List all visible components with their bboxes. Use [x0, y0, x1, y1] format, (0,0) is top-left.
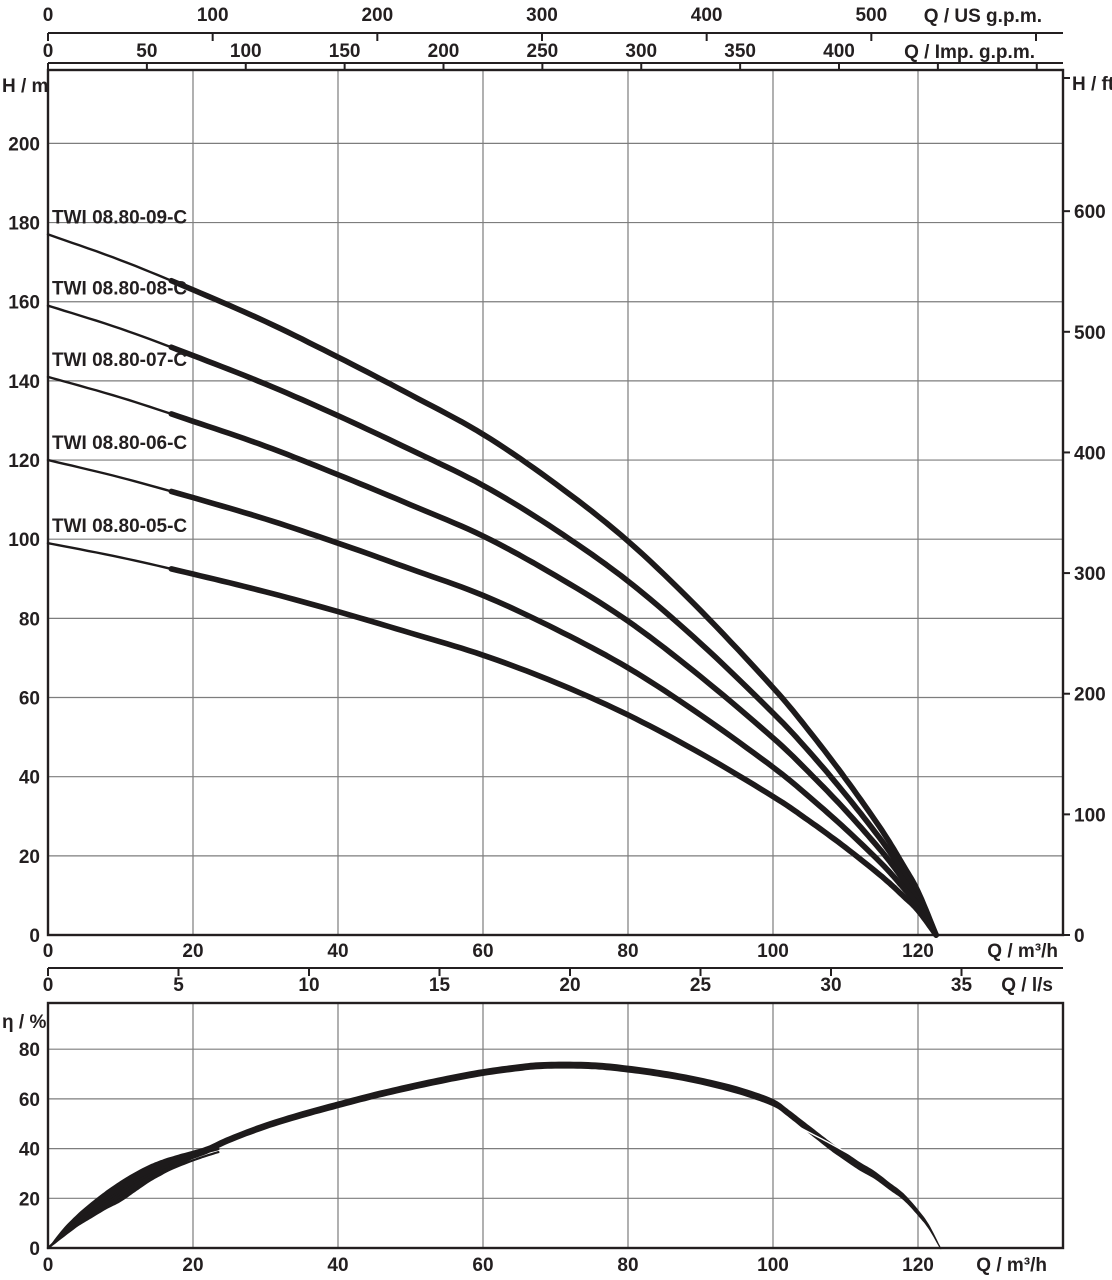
- eta-tick-label: 40: [19, 1140, 40, 1161]
- gridlines-layer: [48, 70, 1063, 1248]
- efficiency-band-layer: [46, 1061, 942, 1250]
- h-m-tick-label: 160: [8, 293, 40, 314]
- imp-gpm-tick-label: 50: [136, 41, 157, 62]
- l-s-tick-label: 0: [43, 975, 54, 996]
- h-m-tick-label: 40: [19, 768, 40, 789]
- x-axis-unit-us-gpm: Q / US g.p.m.: [924, 6, 1042, 27]
- axis-rulers-layer: [47, 32, 1070, 976]
- h-m-tick-label: 180: [8, 214, 40, 235]
- x-axis-unit-l-s: Q / l/s: [1001, 975, 1053, 996]
- h-m-tick-label: 200: [8, 134, 40, 155]
- imp-gpm-tick-label: 250: [527, 41, 559, 62]
- pump-curve: [168, 488, 939, 938]
- imp-gpm-tick-label: 400: [823, 41, 855, 62]
- pump-curve: [168, 411, 939, 938]
- eta-tick-label: 20: [19, 1189, 40, 1210]
- l-s-tick-label: 5: [173, 975, 184, 996]
- h-m-tick-label: 0: [29, 926, 40, 947]
- m3h-bottom-tick-label: 40: [327, 1255, 348, 1276]
- h-m-tick-label: 100: [8, 530, 40, 551]
- x-axis-unit-m3h-bottom: Q / m³/h: [976, 1255, 1047, 1276]
- l-s-tick-label: 20: [559, 975, 580, 996]
- bottom-plot-frame: [46, 1001, 1065, 1250]
- imp-gpm-tick-label: 300: [625, 41, 657, 62]
- l-s-tick-label: 15: [429, 975, 451, 996]
- pump-curve-thin: [46, 233, 173, 282]
- eta-tick-label: 60: [19, 1090, 40, 1111]
- curve-label: TWI 08.80-05-C: [52, 516, 187, 537]
- curve-label: TWI 08.80-08-C: [52, 279, 187, 300]
- h-m-tick-label: 140: [8, 372, 40, 393]
- pump-curve: [168, 566, 939, 938]
- m3h-top-tick-label: 80: [617, 941, 638, 962]
- h-ft-tick-label: 500: [1074, 323, 1106, 344]
- imp-gpm-tick-label: 100: [230, 41, 262, 62]
- x-axis-unit-m3h-top: Q / m³/h: [987, 941, 1058, 962]
- us-gpm-tick-label: 300: [526, 5, 558, 26]
- efficiency-band-split: [794, 1124, 861, 1161]
- l-s-tick-label: 10: [298, 975, 319, 996]
- imp-gpm-tick-label: 350: [724, 41, 756, 62]
- l-s-tick-label: 25: [690, 975, 712, 996]
- l-s-tick-label: 30: [820, 975, 841, 996]
- m3h-top-tick-label: 0: [43, 941, 54, 962]
- m3h-bottom-tick-label: 120: [902, 1255, 934, 1276]
- m3h-top-tick-label: 120: [902, 941, 934, 962]
- imp-gpm-tick-label: 150: [329, 41, 361, 62]
- x-axis-unit-imp-gpm: Q / Imp. g.p.m.: [904, 42, 1035, 63]
- m3h-bottom-tick-label: 20: [182, 1255, 203, 1276]
- h-m-tick-label: 60: [19, 689, 40, 710]
- m3h-top-tick-label: 60: [472, 941, 493, 962]
- m3h-top-tick-label: 20: [182, 941, 203, 962]
- m3h-bottom-tick-label: 0: [43, 1255, 54, 1276]
- efficiency-band: [48, 1061, 942, 1250]
- efficiency-fan-line: [46, 1151, 220, 1250]
- m3h-top-tick-label: 100: [757, 941, 789, 962]
- h-m-tick-label: 20: [19, 847, 40, 868]
- eta-tick-label: 0: [29, 1239, 40, 1260]
- top-plot-frame: [46, 68, 1065, 937]
- eta-tick-label: 80: [19, 1040, 40, 1061]
- efficiency-fan-line: [46, 1148, 220, 1250]
- plot-frames-layer: [46, 68, 1065, 1250]
- pump-curve-thin: [46, 458, 173, 493]
- curve-label: TWI 08.80-06-C: [52, 433, 187, 454]
- m3h-bottom-tick-label: 60: [472, 1255, 493, 1276]
- h-ft-tick-label: 600: [1074, 202, 1106, 223]
- pump-curve-thin: [46, 542, 173, 571]
- h-ft-tick-label: 200: [1074, 685, 1106, 706]
- imp-gpm-tick-label: 200: [428, 41, 460, 62]
- m3h-bottom-tick-label: 100: [757, 1255, 789, 1276]
- us-gpm-tick-label: 0: [43, 5, 54, 26]
- us-gpm-tick-label: 100: [197, 5, 229, 26]
- pump-curve-thin: [46, 375, 173, 416]
- y-axis-label-h-m: H / m: [2, 76, 48, 97]
- h-ft-tick-label: 0: [1074, 926, 1085, 947]
- curve-label: TWI 08.80-07-C: [52, 350, 187, 371]
- pump-curve: [168, 277, 939, 938]
- m3h-bottom-tick-label: 80: [617, 1255, 638, 1276]
- h-ft-tick-label: 400: [1074, 443, 1106, 464]
- us-gpm-tick-label: 400: [691, 5, 723, 26]
- us-gpm-tick-label: 500: [855, 5, 887, 26]
- head-curves-layer: [46, 233, 939, 938]
- curve-label: TWI 08.80-09-C: [52, 207, 187, 228]
- h-ft-tick-label: 300: [1074, 564, 1106, 585]
- h-m-tick-label: 80: [19, 609, 40, 630]
- m3h-top-tick-label: 40: [327, 941, 348, 962]
- y-axis-label-h-ft: H / ft: [1072, 74, 1112, 95]
- pump-curve-thin: [46, 304, 173, 349]
- us-gpm-tick-label: 200: [361, 5, 393, 26]
- pump-curve: [168, 344, 939, 938]
- y-axis-label-eta: η / %: [2, 1012, 46, 1033]
- imp-gpm-tick-label: 0: [43, 41, 54, 62]
- l-s-tick-label: 35: [951, 975, 973, 996]
- curve-labels-layer: TWI 08.80-09-C TWI 08.80-08-C TWI 08.80-07…: [52, 207, 187, 537]
- h-m-tick-label: 120: [8, 451, 40, 472]
- h-ft-tick-label: 100: [1074, 805, 1106, 826]
